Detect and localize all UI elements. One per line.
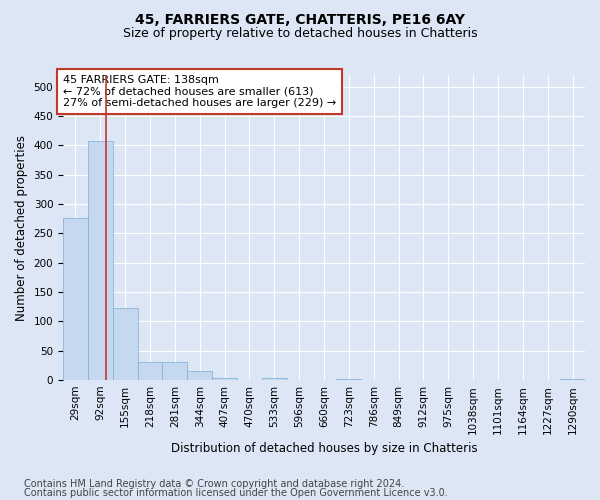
Bar [212, 378, 237, 380]
Text: 45 FARRIERS GATE: 138sqm
← 72% of detached houses are smaller (613)
27% of semi-: 45 FARRIERS GATE: 138sqm ← 72% of detach… [63, 75, 336, 108]
Text: Size of property relative to detached houses in Chatteris: Size of property relative to detached ho… [122, 28, 478, 40]
Bar [88, 140, 113, 380]
Text: 45, FARRIERS GATE, CHATTERIS, PE16 6AY: 45, FARRIERS GATE, CHATTERIS, PE16 6AY [135, 12, 465, 26]
Bar [113, 308, 137, 380]
Bar [163, 362, 187, 380]
Bar [187, 372, 212, 380]
Text: Contains HM Land Registry data © Crown copyright and database right 2024.: Contains HM Land Registry data © Crown c… [24, 479, 404, 489]
X-axis label: Distribution of detached houses by size in Chatteris: Distribution of detached houses by size … [171, 442, 478, 455]
Bar [337, 379, 361, 380]
Bar [63, 218, 88, 380]
Bar [137, 362, 163, 380]
Bar [262, 378, 287, 380]
Bar [560, 379, 585, 380]
Text: Contains public sector information licensed under the Open Government Licence v3: Contains public sector information licen… [24, 488, 448, 498]
Y-axis label: Number of detached properties: Number of detached properties [15, 134, 28, 320]
